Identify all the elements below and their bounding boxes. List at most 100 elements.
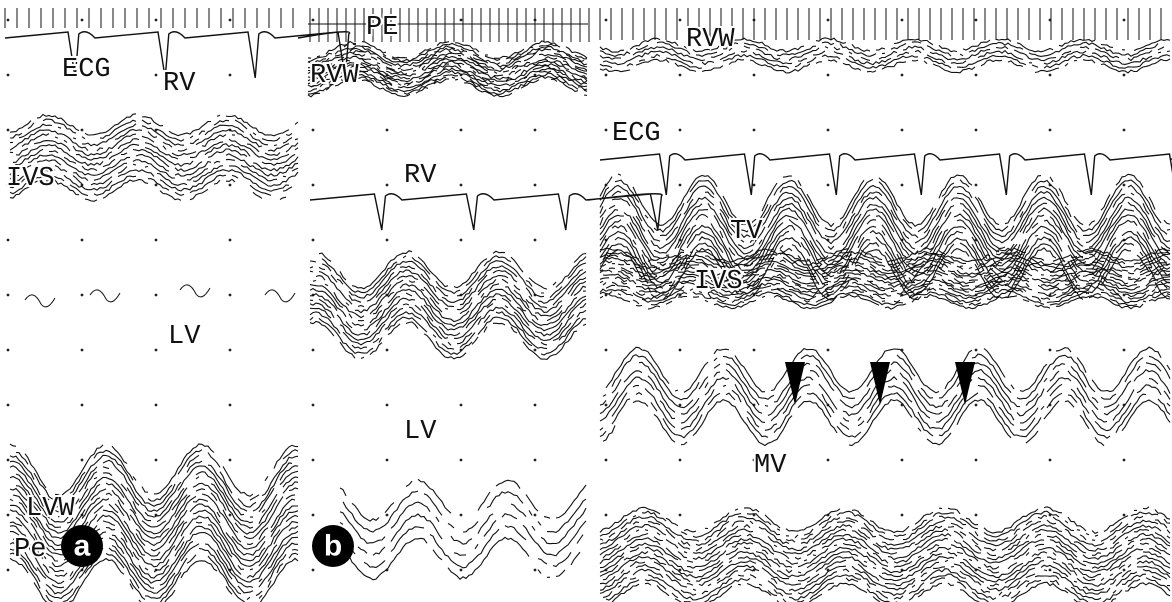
grid-dot <box>975 514 978 517</box>
grid-dot <box>7 404 10 407</box>
grid-dot <box>155 74 158 77</box>
grid-dot <box>386 514 389 517</box>
grid-dot <box>1123 569 1126 572</box>
grid-dot <box>155 294 158 297</box>
grid-dot <box>753 129 756 132</box>
grid-dot <box>827 459 830 462</box>
grid-dot <box>534 239 537 242</box>
grid-dot <box>155 239 158 242</box>
grid-dot <box>975 74 978 77</box>
grid-dot <box>155 459 158 462</box>
grid-dot <box>155 184 158 187</box>
grid-dot <box>1049 459 1052 462</box>
grid-dot <box>229 514 232 517</box>
grid-dot <box>386 184 389 187</box>
grid-dot <box>155 349 158 352</box>
grid-dot <box>827 19 830 22</box>
grid-dot <box>229 459 232 462</box>
echocardiogram-figure: ECG RV IVS LV LVW Pe a PE RVW RV LV b RV… <box>0 0 1172 602</box>
grid-dot <box>1123 19 1126 22</box>
grid-dot <box>975 349 978 352</box>
label: MV <box>754 451 787 481</box>
grid-dot <box>81 294 84 297</box>
grid-dot <box>460 129 463 132</box>
panel-badge: a <box>74 530 91 563</box>
grid-dot <box>975 19 978 22</box>
grid-dot <box>605 514 608 517</box>
grid-dot <box>386 129 389 132</box>
grid-dot <box>7 74 10 77</box>
grid-dot <box>386 404 389 407</box>
grid-dot <box>460 184 463 187</box>
grid-dot <box>679 184 682 187</box>
grid-dot <box>81 404 84 407</box>
grid-dot <box>312 569 315 572</box>
grid-dot <box>901 129 904 132</box>
grid-dot <box>229 404 232 407</box>
grid-dot <box>679 404 682 407</box>
grid-dot <box>1123 184 1126 187</box>
grid-dot <box>753 349 756 352</box>
grid-dot <box>460 239 463 242</box>
grid-dot <box>534 514 537 517</box>
label: LVW <box>26 494 75 524</box>
grid-dot <box>81 349 84 352</box>
grid-dot <box>7 19 10 22</box>
grid-dot <box>901 19 904 22</box>
grid-dot <box>605 349 608 352</box>
grid-dot <box>312 404 315 407</box>
grid-dot <box>7 569 10 572</box>
grid-dot <box>312 19 315 22</box>
grid-dot <box>229 349 232 352</box>
grid-dot <box>1123 349 1126 352</box>
grid-dot <box>312 129 315 132</box>
grid-dot <box>460 404 463 407</box>
label: PE <box>366 13 398 43</box>
grid-dot <box>1049 349 1052 352</box>
grid-dot <box>81 459 84 462</box>
grid-dot <box>1049 74 1052 77</box>
grid-dot <box>605 404 608 407</box>
grid-dot <box>155 19 158 22</box>
grid-dot <box>679 459 682 462</box>
label: IVS <box>694 267 743 297</box>
grid-dot <box>901 514 904 517</box>
grid-dot <box>312 239 315 242</box>
grid-dot <box>81 19 84 22</box>
label: RVW <box>686 25 735 55</box>
grid-dot <box>679 514 682 517</box>
grid-dot <box>460 569 463 572</box>
grid-dot <box>7 294 10 297</box>
grid-dot <box>229 184 232 187</box>
grid-dot <box>7 349 10 352</box>
grid-dot <box>753 74 756 77</box>
grid-dot <box>827 129 830 132</box>
grid-dot <box>386 459 389 462</box>
grid-dot <box>1123 514 1126 517</box>
label: ECG <box>612 119 661 149</box>
grid-dot <box>605 74 608 77</box>
grid-dot <box>229 74 232 77</box>
grid-dot <box>312 514 315 517</box>
grid-dot <box>975 459 978 462</box>
grid-dot <box>605 19 608 22</box>
grid-dot <box>229 239 232 242</box>
grid-dot <box>975 404 978 407</box>
grid-dot <box>460 514 463 517</box>
grid-dot <box>827 184 830 187</box>
grid-dot <box>1123 74 1126 77</box>
grid-dot <box>7 129 10 132</box>
grid-dot <box>460 19 463 22</box>
grid-dot <box>7 459 10 462</box>
label: RV <box>404 161 437 191</box>
grid-dot <box>679 349 682 352</box>
grid-dot <box>155 404 158 407</box>
label: TV <box>730 217 763 247</box>
grid-dot <box>229 19 232 22</box>
grid-dot <box>679 74 682 77</box>
label: LV <box>168 322 201 352</box>
grid-dot <box>1123 459 1126 462</box>
grid-dot <box>753 184 756 187</box>
grid-dot <box>827 74 830 77</box>
label: RVW <box>310 61 359 91</box>
